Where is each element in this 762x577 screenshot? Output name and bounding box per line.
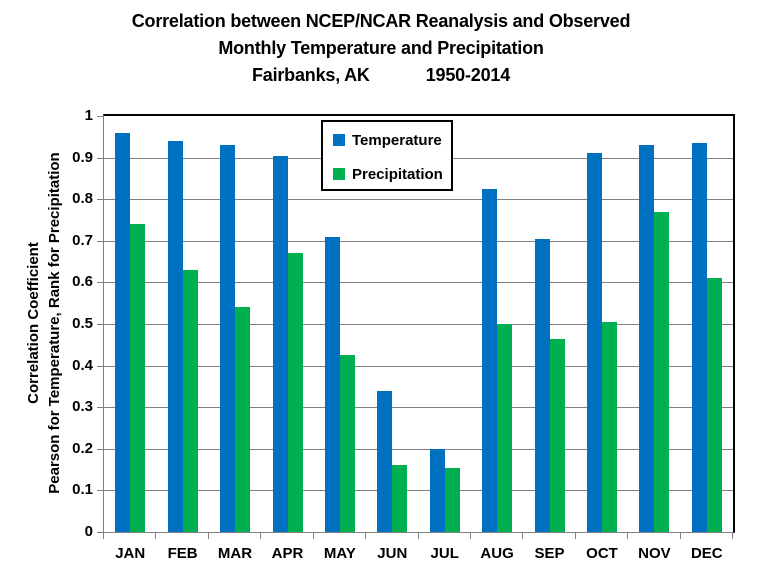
chart-title-line2: Monthly Temperature and Precipitation [218,38,544,58]
x-label-feb: FEB [167,545,198,562]
bar-temperature-sep [534,239,550,532]
chart-title-years: 1950-2014 [425,65,511,85]
bar-temperature-oct [587,153,602,532]
bar-precipitation-mar [235,307,250,532]
y-tick-mark [97,199,106,200]
x-label-oct: OCT [586,545,618,562]
bar-precipitation-oct [602,322,617,532]
gridline [104,199,733,200]
y-tick-label-0_9: 0.9 [72,149,93,166]
x-label-dec: DEC [690,545,723,562]
x-tick-mark [260,533,261,539]
y-tick-label-0_5: 0.5 [72,315,93,332]
x-tick-mark [418,533,419,539]
bar-precipitation-jun [392,465,408,532]
bar-precipitation-sep [549,339,565,532]
bar-temperature-jan [115,133,131,532]
bar-temperature-feb [167,141,183,532]
y-tick-mark [97,490,106,491]
legend-item-precipitation: Precipitation [333,165,443,183]
x-label-sep: SEP [534,545,565,562]
x-tick-mark [575,533,576,539]
y-tick-label-0_8: 0.8 [72,190,93,207]
bar-temperature-may [324,237,340,532]
y-tick-mark [97,241,106,242]
y-tick-label-0_7: 0.7 [72,232,93,249]
bar-precipitation-jul [444,468,460,532]
y-tick-label-1: 1 [84,107,93,124]
bar-precipitation-may [339,355,355,532]
x-label-jan: JAN [115,545,146,562]
gridline [104,241,733,242]
x-tick-mark [522,533,523,539]
bar-precipitation-feb [182,270,198,532]
bar-precipitation-dec [706,278,722,532]
chart-title-line3: Fairbanks, AK 1950-2014 [0,62,762,89]
temperature-swatch-icon [333,134,345,146]
bar-temperature-aug [482,189,498,532]
legend-label-precipitation: Precipitation [352,165,443,183]
bar-temperature-apr [272,156,288,532]
bar-precipitation-nov [654,212,670,532]
x-label-jul: JUL [430,545,459,562]
precipitation-swatch-icon [333,168,345,180]
y-tick-mark [97,158,106,159]
x-label-jun: JUN [377,545,408,562]
legend-item-temperature: Temperature [333,131,442,149]
x-tick-mark [365,533,366,539]
chart-title: Correlation between NCEP/NCAR Reanalysis… [0,8,762,89]
x-label-nov: NOV [638,545,671,562]
y-tick-label-0_2: 0.2 [72,440,93,457]
bar-temperature-jul [429,449,445,532]
chart-title-line1: Correlation between NCEP/NCAR Reanalysis… [131,11,631,31]
y-tick-mark [97,532,106,533]
gridline [104,282,733,283]
bar-temperature-mar [220,145,235,532]
y-tick-label-0_4: 0.4 [72,357,93,374]
y-tick-mark [97,116,106,117]
x-tick-mark [208,533,209,539]
bar-temperature-jun [377,391,393,532]
x-tick-mark [313,533,314,539]
y-tick-label-0_1: 0.1 [72,481,93,498]
x-tick-mark [155,533,156,539]
x-tick-mark [732,533,733,539]
y-tick-mark [97,449,106,450]
gridline [104,490,733,491]
y-tick-label-0_3: 0.3 [72,398,93,415]
bar-precipitation-aug [497,324,513,532]
bar-temperature-nov [639,145,655,532]
x-tick-mark [627,533,628,539]
x-label-may: MAY [323,545,356,562]
y-tick-mark [97,282,106,283]
x-tick-mark [470,533,471,539]
bar-temperature-dec [691,143,707,532]
bar-precipitation-jan [130,224,146,532]
y-tick-label-0_6: 0.6 [72,273,93,290]
x-label-aug: AUG [480,545,514,562]
chart-title-location: Fairbanks, AK [251,65,370,85]
gridline [104,449,733,450]
gridline [104,366,733,367]
bar-precipitation-apr [287,253,303,532]
y-tick-mark [97,324,106,325]
gridline [104,324,733,325]
x-label-mar: MAR [217,545,253,562]
y-tick-mark [97,366,106,367]
legend: Temperature Precipitation [321,120,453,191]
gridline [104,407,733,408]
y-tick-mark [97,407,106,408]
x-tick-mark [680,533,681,539]
x-tick-mark [103,533,104,539]
y-tick-label-0: 0 [84,523,93,540]
legend-label-temperature: Temperature [352,131,442,149]
x-label-apr: APR [271,545,304,562]
